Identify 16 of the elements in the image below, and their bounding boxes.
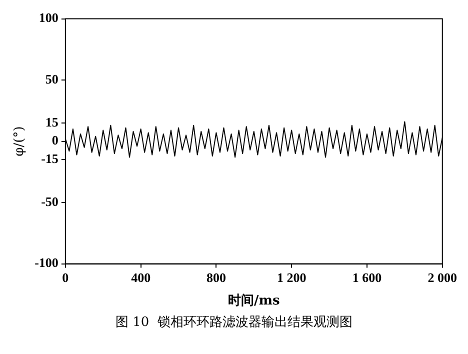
y-tick-label: -100	[34, 255, 58, 270]
y-axis-title: φ/(°)	[12, 126, 28, 156]
y-tick-label: 0	[52, 132, 58, 148]
x-tick-label: 1 600	[352, 270, 382, 285]
y-tick-label: 50	[45, 71, 58, 86]
y-tick-label: 100	[38, 10, 58, 26]
x-axis-title: 时间/ms	[228, 294, 280, 309]
caption: 图 10 锁相环环路滤波器输出结果观测图	[114, 314, 354, 331]
x-tick-label: 400	[131, 270, 151, 285]
x-tick-label: 800	[206, 270, 226, 285]
y-tick-label: -50	[41, 194, 58, 209]
y-tick-label: -15	[41, 151, 59, 166]
y-tick-label: 15	[45, 114, 59, 130]
x-tick-label: 0	[62, 270, 69, 285]
x-tick-label: 1 200	[276, 270, 306, 285]
x-tick-label: 2 000	[428, 270, 457, 285]
